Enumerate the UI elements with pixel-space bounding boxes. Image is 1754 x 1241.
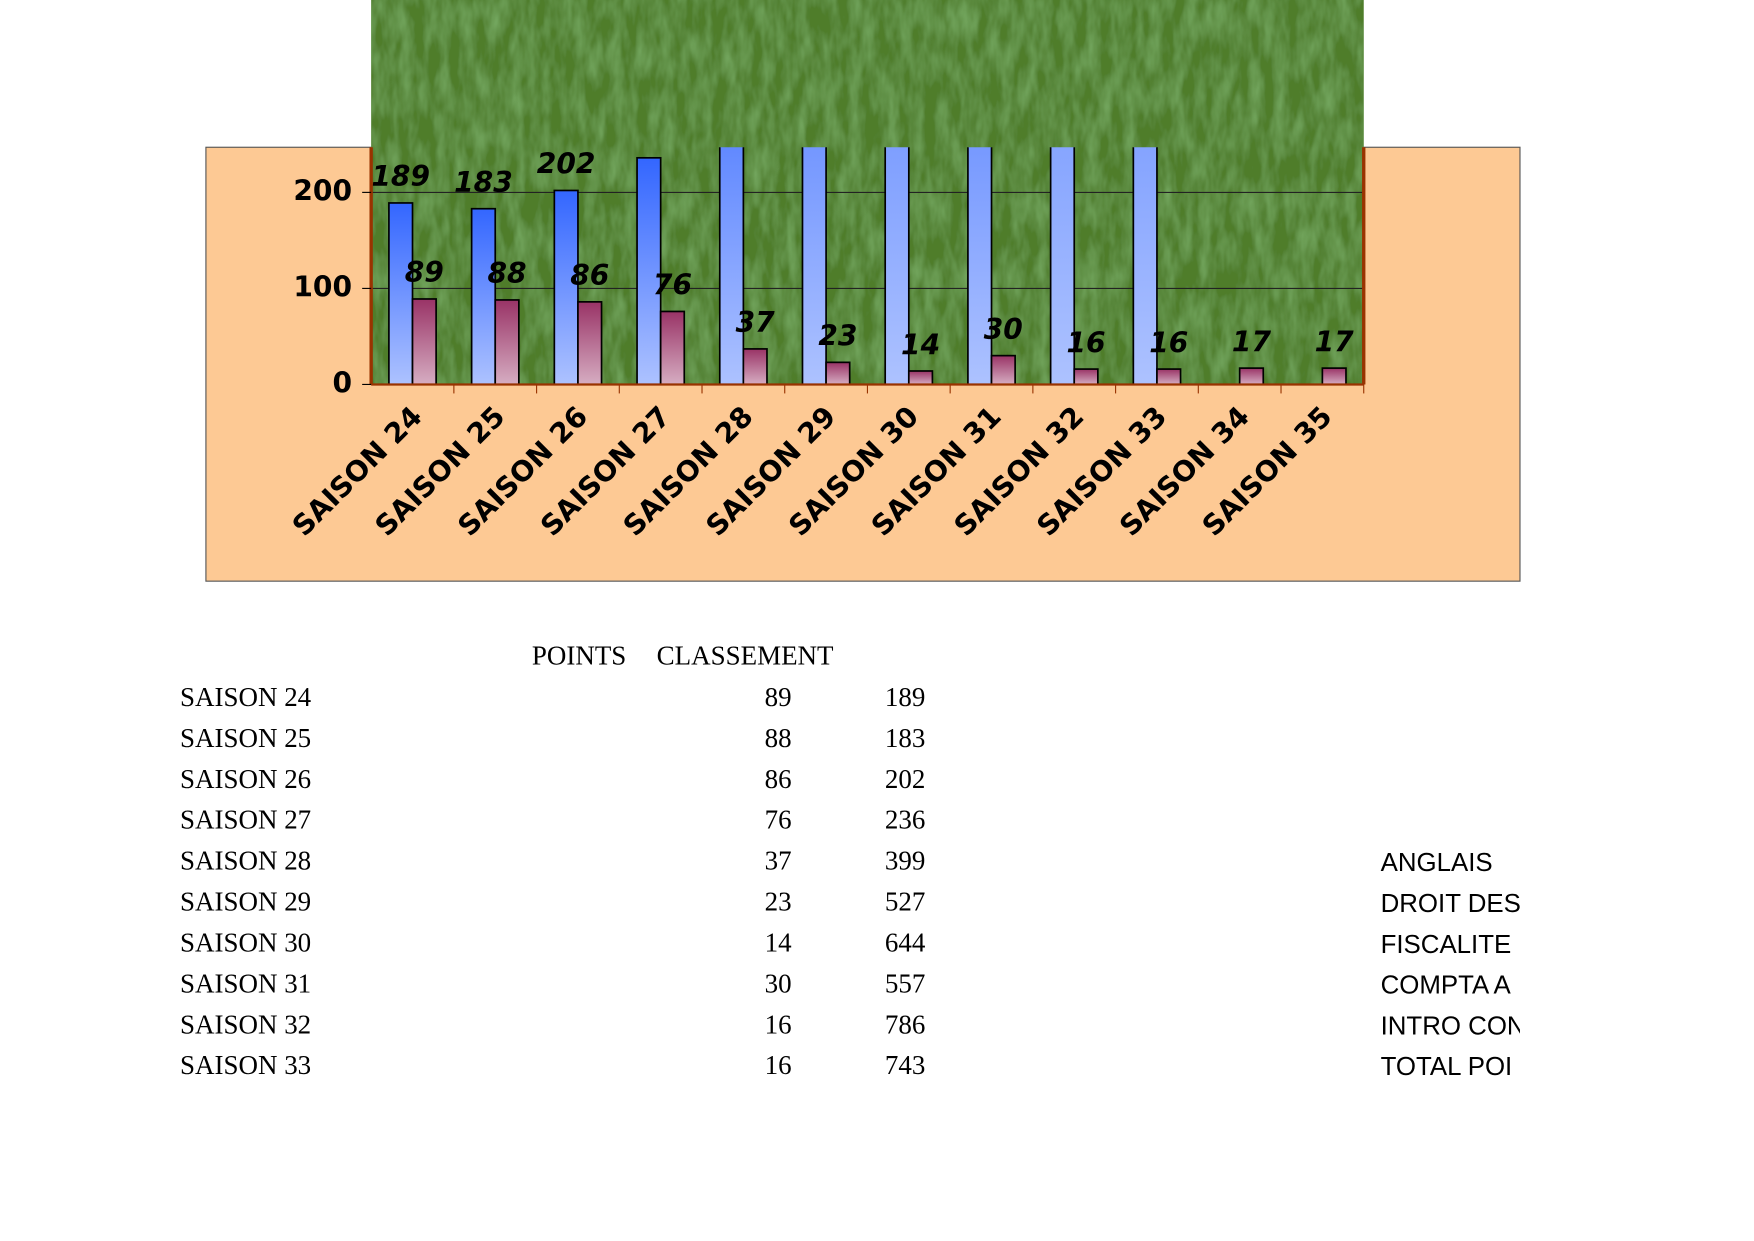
bar xyxy=(1156,368,1182,386)
bar xyxy=(825,361,851,386)
data-label: 202 xyxy=(537,148,596,181)
data-label: 189 xyxy=(371,160,430,193)
cell: 76 xyxy=(765,805,792,835)
bar xyxy=(659,310,686,386)
bar xyxy=(470,207,497,386)
data-label: 17 xyxy=(1232,325,1272,358)
column-header: POINTS xyxy=(532,640,626,670)
cell: 236 xyxy=(885,805,925,835)
cell: 743 xyxy=(885,1050,925,1080)
bar xyxy=(411,298,437,386)
list-item: COMPTA A xyxy=(1381,972,1512,1000)
cell: 527 xyxy=(885,887,925,917)
data-label: 16 xyxy=(1149,326,1188,359)
data-label: 89 xyxy=(405,256,444,289)
bar xyxy=(1073,368,1099,386)
cell: 189 xyxy=(885,682,925,712)
data-label: 14 xyxy=(901,328,940,361)
bar xyxy=(494,299,520,386)
row-label: SAISON 30 xyxy=(180,927,311,957)
cell: 786 xyxy=(885,1009,925,1039)
y-tick-label: 0 xyxy=(332,366,352,399)
row-label: SAISON 28 xyxy=(180,846,311,876)
list-item: TOTAL POI xyxy=(1381,1053,1513,1081)
data-label: 88 xyxy=(487,257,526,290)
side-list: ANGLAIS DROIT DES FISCALITE COMPTA A INTRO C… xyxy=(1381,849,1526,1081)
column-header: CLASSEMENT xyxy=(657,640,834,670)
cell: 23 xyxy=(765,887,792,917)
row-label: SAISON 33 xyxy=(180,1050,311,1080)
list-item: DROIT DES xyxy=(1381,890,1521,918)
cell: 86 xyxy=(765,764,792,794)
cell: 30 xyxy=(765,968,792,998)
row-label: SAISON 31 xyxy=(180,968,311,998)
cell: 644 xyxy=(885,927,926,957)
y-tick-label: 100 xyxy=(293,270,352,303)
data-label: 30 xyxy=(984,313,1023,346)
bar xyxy=(577,301,603,386)
row-label: SAISON 25 xyxy=(180,723,311,753)
list-item: ANGLAIS xyxy=(1381,849,1493,877)
cell: 557 xyxy=(885,968,925,998)
cell: 37 xyxy=(765,846,792,876)
y-tick-label: 200 xyxy=(293,174,352,207)
bar xyxy=(1321,367,1347,386)
row-label: SAISON 27 xyxy=(180,805,311,835)
data-label: 236 xyxy=(620,115,679,148)
cell: 202 xyxy=(885,764,925,794)
cell: 183 xyxy=(885,723,925,753)
list-item: FISCALITE xyxy=(1381,931,1512,959)
row-label: SAISON 24 xyxy=(180,682,312,712)
data-label: 17 xyxy=(1315,325,1355,358)
cell: 88 xyxy=(765,723,792,753)
bar xyxy=(388,202,414,386)
bar xyxy=(990,354,1016,386)
bar xyxy=(742,348,768,386)
row-label: SAISON 29 xyxy=(180,887,311,917)
plot: 1898918388202862367639937527236441455730… xyxy=(371,115,1364,386)
bar xyxy=(1238,367,1265,386)
cell: 14 xyxy=(765,927,792,957)
row-label: SAISON 26 xyxy=(180,764,311,794)
cell: 16 xyxy=(765,1050,792,1080)
cell: 399 xyxy=(885,846,925,876)
data-label: 23 xyxy=(818,320,857,353)
list-item: INTRO CON xyxy=(1381,1012,1526,1040)
data-label: 183 xyxy=(454,166,513,199)
cell: 89 xyxy=(765,682,792,712)
row-label: SAISON 32 xyxy=(180,1009,311,1039)
data-label: 16 xyxy=(1066,326,1105,359)
table: POINTS CLASSEMENT SAISON 24 89 189 SAISON 25 8… xyxy=(180,640,926,1080)
data-label: 76 xyxy=(653,269,692,302)
cell: 16 xyxy=(765,1009,792,1039)
data-label: 37 xyxy=(736,306,776,339)
data-label: 86 xyxy=(570,259,609,292)
bar xyxy=(907,370,934,386)
